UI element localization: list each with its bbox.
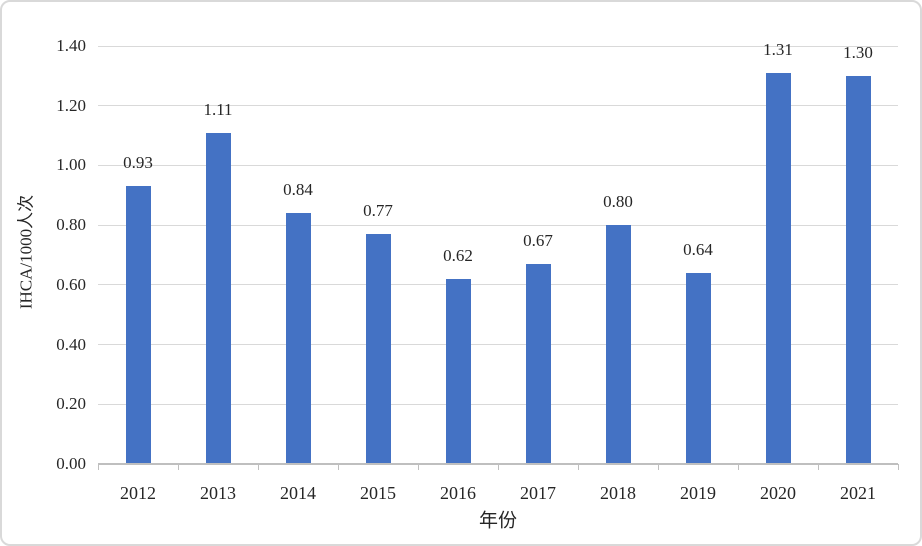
data-label-2015: 0.77: [363, 201, 393, 221]
x-axis-tick-label: 2019: [680, 483, 716, 503]
x-axis-tick-label: 2016: [440, 483, 476, 503]
bar-2017: [525, 263, 551, 464]
gridline: [98, 164, 898, 166]
x-axis-tick: [417, 464, 419, 470]
x-axis-title: 年份: [478, 510, 518, 532]
bar-2015: [365, 234, 391, 464]
bar-2012: [125, 186, 151, 464]
x-axis-tick-label: 2014: [280, 483, 316, 503]
gridline: [98, 105, 898, 107]
y-axis-tick-label: 1.00: [56, 155, 86, 175]
gridline: [98, 224, 898, 226]
x-axis-tick: [177, 464, 179, 470]
y-axis-tick-label: 0.80: [56, 215, 86, 235]
x-axis-tick: [897, 464, 899, 470]
x-axis-tick: [97, 464, 99, 470]
bar-2021: [845, 75, 871, 464]
x-axis-tick-label: 2015: [360, 483, 396, 503]
bar-2013: [205, 132, 231, 464]
gridline: [98, 344, 898, 346]
bar-2019: [685, 272, 711, 464]
x-axis-tick-label: 2012: [120, 483, 156, 503]
data-label-2014: 0.84: [283, 180, 313, 200]
x-axis-tick: [497, 464, 499, 470]
y-axis-tick-label: 0.60: [56, 274, 86, 294]
bar-2016: [445, 278, 471, 464]
bar-2014: [285, 213, 311, 464]
bar-2020: [765, 72, 791, 464]
gridline: [98, 284, 898, 286]
x-axis-tick-label: 2017: [520, 483, 556, 503]
x-axis-tick-label: 2013: [200, 483, 236, 503]
y-axis-tick-label: 1.40: [56, 36, 86, 55]
data-label-2021: 1.30: [843, 42, 873, 62]
x-axis-tick: [337, 464, 339, 470]
y-axis-tick-label: 1.20: [56, 95, 86, 115]
x-axis-tick: [577, 464, 579, 470]
data-label-2019: 0.64: [683, 239, 713, 259]
x-axis-tick-label: 2021: [840, 483, 876, 503]
x-axis-tick-label: 2018: [600, 483, 636, 503]
y-axis-tick-label: 0.40: [56, 334, 86, 354]
x-axis-tick: [257, 464, 259, 470]
data-label-2013: 1.11: [203, 99, 233, 119]
gridline: [98, 403, 898, 405]
gridline: [98, 45, 898, 47]
data-label-2012: 0.93: [123, 153, 153, 173]
x-axis-tick: [817, 464, 819, 470]
data-label-2016: 0.62: [443, 245, 473, 265]
x-axis-tick: [657, 464, 659, 470]
data-label-2018: 0.80: [603, 192, 633, 212]
x-axis-tick: [737, 464, 739, 470]
y-axis-tick-label: 0.00: [56, 454, 86, 473]
data-label-2020: 1.31: [763, 39, 793, 59]
x-axis-tick-label: 2020: [760, 483, 796, 503]
bar-2018: [605, 225, 631, 464]
data-label-2017: 0.67: [523, 230, 553, 250]
y-axis-tick-label: 0.20: [56, 394, 86, 414]
